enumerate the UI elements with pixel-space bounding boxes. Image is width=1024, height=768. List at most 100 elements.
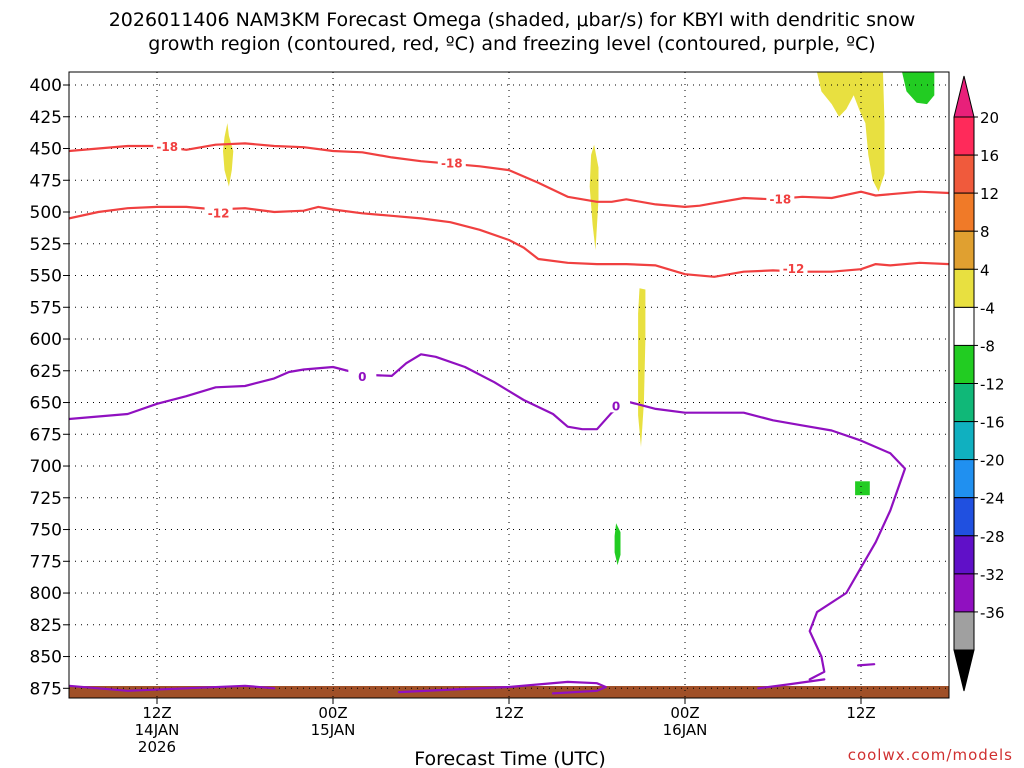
x-tick-label: 15JAN: [311, 721, 356, 739]
grid-lines: [69, 72, 949, 698]
omega-region-1: [589, 144, 599, 251]
chart-title-line2: growth region (contoured, red, ºC) and f…: [148, 33, 875, 55]
colorbar-label: 12: [980, 185, 999, 203]
colorbar-label: -20: [980, 452, 1005, 470]
colorbar-swatch: [953, 344, 975, 384]
y-tick-label: 800: [30, 584, 62, 604]
x-tick-label: 16JAN: [663, 721, 708, 739]
y-tick-label: 425: [30, 108, 62, 128]
x-tick-label: 2026: [138, 738, 176, 756]
y-tick-label: 525: [30, 235, 62, 255]
x-axis-label: Forecast Time (UTC): [414, 748, 605, 768]
x-tick-label: 12Z: [142, 704, 171, 722]
colorbar-label: 4: [980, 261, 990, 279]
colorbar-swatch: [953, 535, 975, 575]
y-tick-label: 875: [30, 679, 62, 699]
y-tick-label: 625: [30, 362, 62, 382]
contour-label: -12: [208, 206, 230, 220]
contour-label: 0: [612, 399, 620, 413]
contour-label: -12: [783, 262, 805, 276]
omega-region-3: [817, 72, 885, 192]
colorbar-bottom-arrow: [953, 649, 975, 692]
colorbar-label: -28: [980, 528, 1005, 546]
terrain-fill: [69, 686, 949, 698]
contour-line-3: [69, 684, 276, 692]
colorbar-swatch: [953, 268, 975, 308]
colorbar-label: -8: [980, 337, 995, 355]
contour-label-bg: [779, 261, 808, 276]
colorbar-swatch: [953, 497, 975, 537]
omega-region-2: [638, 288, 646, 447]
contour-line-1: [69, 205, 949, 278]
colorbar-label: 20: [980, 109, 999, 127]
y-tick-label: 600: [30, 330, 62, 350]
y-tick-label: 700: [30, 457, 62, 477]
watermark: coolwx.com/models: [848, 746, 1013, 764]
y-tick-label: 450: [30, 140, 62, 160]
contour-label: -18: [769, 192, 791, 206]
y-tick-label: 650: [30, 394, 62, 414]
omega-region-4: [902, 72, 935, 105]
contour-labels: -18 -18 -18 -12 -12 0 0: [153, 139, 808, 413]
contour-label-bg: [348, 369, 377, 384]
contour-label-bg: [602, 398, 631, 413]
omega-shading: [223, 72, 935, 566]
x-tick-label: 00Z: [318, 704, 347, 722]
contour-lines: [69, 142, 949, 695]
contour-label: -18: [156, 140, 178, 154]
y-tick-label: 750: [30, 521, 62, 541]
contour-line-6: [857, 663, 876, 667]
omega-region-0: [223, 123, 234, 187]
x-tick-label: 12Z: [494, 704, 523, 722]
x-tick-label: 12Z: [846, 704, 875, 722]
contour-line-5: [757, 678, 826, 690]
colorbar-label: -32: [980, 566, 1005, 584]
y-tick-label: 825: [30, 616, 62, 636]
contour-label-bg: [766, 191, 795, 206]
contour-line-4: [397, 680, 607, 695]
y-tick-label: 850: [30, 648, 62, 668]
contour-line-2: [69, 353, 907, 681]
colorbar-swatch: [953, 192, 975, 232]
colorbar-swatch: [953, 230, 975, 270]
colorbar-swatch: [953, 421, 975, 461]
colorbar-swatch: [953, 383, 975, 423]
colorbar-label: -4: [980, 299, 995, 317]
colorbar-label: -24: [980, 490, 1005, 508]
contour-line-0: [69, 142, 949, 208]
terrain-band: [69, 686, 949, 698]
x-tick-label: 14JAN: [135, 721, 180, 739]
contour-label: -18: [441, 157, 463, 171]
colorbar-label: 8: [980, 223, 990, 241]
colorbar-label: -36: [980, 604, 1005, 622]
y-tick-label: 725: [30, 489, 62, 509]
omega-region-5: [855, 481, 870, 496]
contour-label-bg: [153, 139, 182, 154]
colorbar-label: 16: [980, 147, 999, 165]
y-tick-label: 400: [30, 76, 62, 96]
colorbar-label: -12: [980, 376, 1005, 394]
colorbar-swatch: [953, 154, 975, 194]
y-tick-label: 550: [30, 267, 62, 287]
contour-label: 0: [358, 370, 366, 384]
x-tick-label: 00Z: [670, 704, 699, 722]
y-tick-label: 500: [30, 203, 62, 223]
omega-region-6: [614, 523, 621, 566]
y-tick-label: 675: [30, 425, 62, 445]
colorbar-swatch: [953, 573, 975, 613]
contour-label-bg: [437, 155, 466, 170]
colorbar-label: -16: [980, 414, 1005, 432]
colorbar-swatch: [953, 116, 975, 156]
y-tick-label: 775: [30, 552, 62, 572]
y-tick-label: 575: [30, 298, 62, 318]
colorbar-top-arrow: [953, 75, 975, 118]
contour-label-bg: [204, 205, 233, 220]
y-tick-label: 475: [30, 171, 62, 191]
y-axis: 400 425 450 475 500 525 550 575 600 625 650 675 700 7…: [30, 76, 69, 699]
colorbar-swatch: [953, 459, 975, 499]
colorbar-swatch: [953, 611, 975, 651]
colorbar-swatch: [953, 306, 975, 346]
colorbar: 20 16 12 8 4 -4 -8 -12 -16 -20 -24 -28 -32 -36: [953, 75, 1005, 692]
